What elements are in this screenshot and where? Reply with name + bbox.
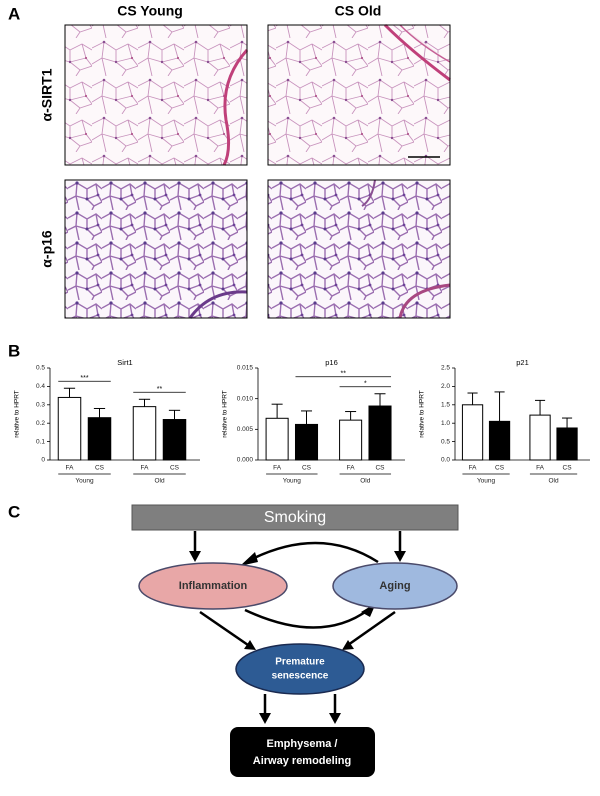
node-label: senescence [272, 671, 329, 682]
panel-label: A [8, 4, 20, 23]
significance-label: * [364, 381, 367, 388]
chart-title: p16 [325, 358, 338, 367]
group-label: Old [548, 478, 559, 485]
bar [57, 396, 82, 461]
group-label: Old [154, 478, 165, 485]
row-header: α-SIRT1 [39, 68, 55, 121]
bar [461, 404, 484, 461]
x-tick-label: FA [141, 465, 150, 472]
y-tick-label: 2.0 [441, 383, 450, 390]
y-tick-label: 0.000 [237, 457, 254, 464]
panel-label: B [8, 341, 20, 360]
bar-charts: Sirt1 relative to HPRT 0 0.1 0.2 0.3 0.4 0.5 FA C… [14, 358, 590, 485]
micrograph [64, 179, 248, 319]
y-tick-label: 0.4 [36, 383, 45, 390]
y-tick-label: 0.005 [237, 426, 254, 433]
micrograph [267, 179, 451, 319]
aging-node [332, 562, 458, 610]
x-tick-label: CS [375, 465, 385, 472]
group-label: Young [477, 478, 496, 485]
arrows [193, 531, 402, 715]
group-label: Young [75, 478, 94, 485]
node-label: Inflammation [179, 580, 248, 592]
column-header: CS Old [335, 3, 382, 19]
x-tick-label: CS [302, 465, 312, 472]
y-tick-label: 0.5 [441, 438, 450, 445]
bar [529, 414, 551, 461]
smoking-box [131, 504, 459, 531]
bar [87, 417, 112, 461]
y-tick-label: 0.5 [36, 365, 45, 372]
x-tick-label: CS [563, 465, 573, 472]
significance-label: ** [341, 371, 347, 378]
x-tick-label: FA [273, 465, 282, 472]
y-axis-label: relative to HPRT [14, 390, 21, 438]
bar [339, 419, 363, 461]
bar [294, 423, 319, 461]
x-tick-label: FA [347, 465, 356, 472]
y-tick-label: 0.015 [237, 365, 254, 372]
bar [368, 405, 392, 461]
bar [132, 406, 157, 461]
x-tick-label: CS [95, 465, 105, 472]
y-tick-label: 0.3 [36, 402, 45, 409]
y-tick-label: 0.1 [36, 438, 45, 445]
y-tick-label: 0.0 [441, 457, 450, 464]
inflammation-node [138, 562, 288, 610]
micrograph [267, 23, 451, 166]
node-label: Aging [379, 580, 410, 592]
bar [162, 419, 187, 461]
y-tick-label: 0.010 [237, 395, 254, 402]
y-tick-label: 1.0 [441, 420, 450, 427]
bar [265, 417, 289, 461]
x-tick-label: FA [469, 465, 478, 472]
outcome-box [230, 727, 375, 777]
column-header: CS Young [117, 3, 183, 19]
node-label: Emphysema / [267, 738, 338, 750]
group-label: Old [360, 478, 371, 485]
node-label: Airway remodeling [253, 755, 351, 767]
panel-label: C [8, 502, 20, 521]
senescence-node [235, 643, 365, 695]
significance-label: *** [80, 375, 88, 382]
y-tick-label: 0.2 [36, 420, 45, 427]
micrograph [64, 24, 249, 166]
node-label: Smoking [264, 509, 326, 526]
x-tick-label: FA [66, 465, 75, 472]
significance-label: ** [157, 386, 163, 393]
y-tick-label: 0 [41, 457, 45, 464]
row-header: α-p16 [39, 230, 55, 268]
chart-title: Sirt1 [117, 358, 132, 367]
y-axis-label: relative to HPRT [419, 390, 426, 438]
bar [488, 420, 511, 461]
node-label: Premature [275, 657, 325, 668]
bar [556, 427, 578, 461]
x-tick-label: CS [495, 465, 505, 472]
y-tick-label: 1.5 [441, 402, 450, 409]
x-tick-label: CS [170, 465, 180, 472]
x-tick-label: FA [536, 465, 545, 472]
chart-title: p21 [516, 358, 529, 367]
group-label: Young [283, 478, 302, 485]
y-tick-label: 2.5 [441, 365, 450, 372]
y-axis-label: relative to HPRT [222, 390, 229, 438]
